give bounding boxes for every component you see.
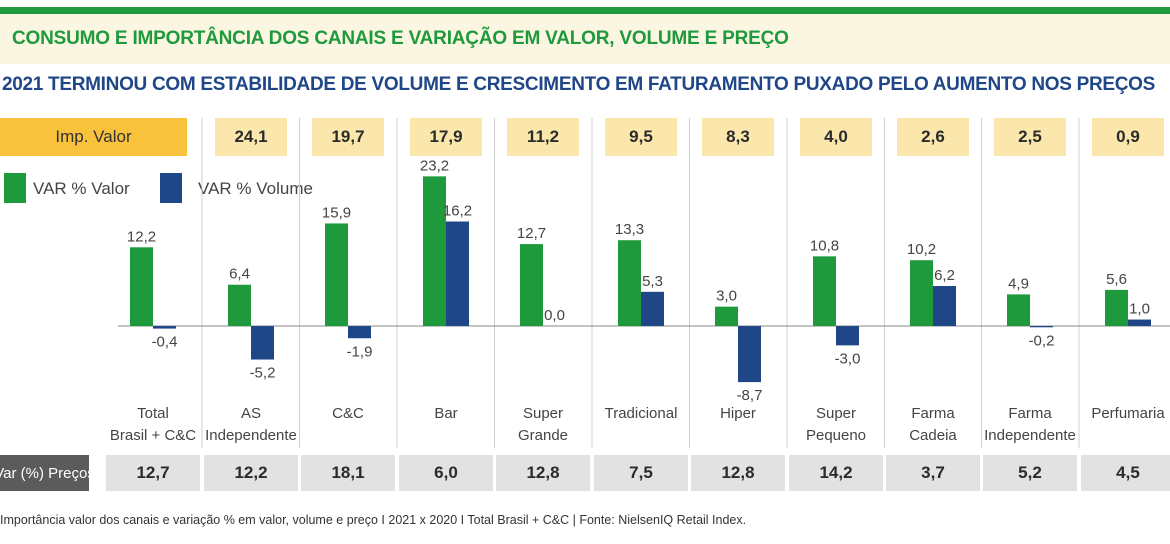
data-label-volume: 16,2 <box>443 203 472 220</box>
imp-valor-box: 17,9 <box>410 118 482 156</box>
data-label-valor: 13,3 <box>615 221 644 238</box>
imp-valor-box: 2,6 <box>897 118 969 156</box>
category-label: Total <box>137 405 169 422</box>
chart-subtitle: 2021 TERMINOU COM ESTABILIDADE DE VOLUME… <box>2 74 1156 95</box>
bar-valor <box>910 260 933 326</box>
bar-valor <box>520 244 543 326</box>
bar-volume <box>446 221 469 326</box>
data-label-valor: 4,9 <box>1008 275 1029 292</box>
category-label: Independente <box>205 427 297 444</box>
legend-label-volume: VAR % Volume <box>198 179 313 198</box>
imp-valor-box: 24,1 <box>215 118 287 156</box>
bar-chart: 12,2 -0,4 Total Brasil + C&C 6,4 -5,2 AS Indepe… <box>110 118 1170 448</box>
legend-label-valor: VAR % Valor <box>33 179 130 198</box>
data-label-volume: -0,4 <box>152 334 178 351</box>
category-label: Bar <box>434 405 457 422</box>
data-label-volume: 1,0 <box>1129 301 1150 318</box>
var-precos-box: 4,5 <box>1081 455 1170 491</box>
category-label: Independente <box>984 427 1076 444</box>
var-precos-box: 5,2 <box>983 455 1077 491</box>
category-label: Perfumaria <box>1091 405 1165 422</box>
category-label: Super <box>523 405 563 422</box>
data-label-volume: -3,0 <box>835 350 861 367</box>
bar-volume <box>251 326 274 360</box>
bar-volume <box>641 291 664 326</box>
bar-volume <box>1128 319 1151 326</box>
data-label-valor: 12,2 <box>127 228 156 245</box>
category-label: Grande <box>518 427 568 444</box>
data-label-valor: 23,2 <box>420 157 449 174</box>
data-label-volume: -0,2 <box>1029 332 1055 349</box>
category-label: Pequeno <box>806 427 866 444</box>
imp-valor-box: 19,7 <box>312 118 384 156</box>
bar-valor <box>813 256 836 326</box>
var-precos-box: 3,7 <box>886 455 980 491</box>
var-precos-box: 12,7 <box>106 455 200 491</box>
imp-valor-label: Imp. Valor <box>0 118 187 156</box>
data-label-valor: 3,0 <box>716 288 737 305</box>
data-label-volume: 5,3 <box>642 273 663 290</box>
var-precos-box: 18,1 <box>301 455 395 491</box>
page-title: CONSUMO E IMPORTÂNCIA DOS CANAIS E VARIA… <box>12 28 789 49</box>
bar-volume <box>933 286 956 326</box>
imp-valor-box: 4,0 <box>800 118 872 156</box>
legend-swatch-volume <box>160 173 182 203</box>
category-label: Hiper <box>720 405 756 422</box>
category-label: Brasil + C&C <box>110 427 196 444</box>
header-band <box>0 14 1170 64</box>
bar-volume <box>348 326 371 339</box>
category-label: Cadeia <box>909 427 957 444</box>
category-label: AS <box>241 405 261 422</box>
var-precos-box: 6,0 <box>399 455 493 491</box>
bar-valor <box>618 240 641 326</box>
var-precos-label: Var (%) Preços <box>0 455 95 491</box>
data-label-valor: 6,4 <box>229 266 250 283</box>
footnote: Importância valor dos canais e variação … <box>0 513 747 527</box>
data-label-valor: 12,7 <box>517 225 546 242</box>
bar-valor <box>1105 289 1128 326</box>
bar-valor <box>715 306 738 326</box>
legend-swatch-valor <box>4 173 26 203</box>
var-precos-box: 12,8 <box>691 455 785 491</box>
category-label: Super <box>816 405 856 422</box>
bar-valor <box>423 176 446 326</box>
bar-volume <box>1030 326 1053 328</box>
bar-valor <box>228 284 251 326</box>
imp-valor-box: 9,5 <box>605 118 677 156</box>
data-label-valor: 15,9 <box>322 204 351 221</box>
category-label: Tradicional <box>605 405 678 422</box>
bar-volume <box>153 326 176 329</box>
imp-valor-box: 11,2 <box>507 118 579 156</box>
imp-valor-box: 0,9 <box>1092 118 1164 156</box>
category-label: Farma <box>1008 405 1052 422</box>
data-label-volume: 6,2 <box>934 267 955 284</box>
data-label-volume: -8,7 <box>737 387 763 404</box>
data-label-valor: 5,6 <box>1106 271 1127 288</box>
var-precos-box: 12,2 <box>204 455 298 491</box>
bar-valor <box>325 223 348 326</box>
data-label-volume: -1,9 <box>347 343 373 360</box>
bar-volume <box>738 326 761 383</box>
data-label-valor: 10,2 <box>907 241 936 258</box>
var-precos-box: 7,5 <box>594 455 688 491</box>
var-precos-box: 14,2 <box>789 455 883 491</box>
data-label-valor: 10,8 <box>810 237 839 254</box>
bar-valor <box>1007 294 1030 326</box>
category-label: C&C <box>332 405 364 422</box>
var-precos-box: 12,8 <box>496 455 590 491</box>
data-label-volume: 0,0 <box>544 307 565 324</box>
bar-valor <box>130 247 153 326</box>
top-accent-bar <box>0 7 1170 14</box>
category-label: Farma <box>911 405 955 422</box>
data-label-volume: -5,2 <box>250 365 276 382</box>
imp-valor-box: 2,5 <box>994 118 1066 156</box>
bar-volume <box>836 326 859 346</box>
imp-valor-box: 8,3 <box>702 118 774 156</box>
